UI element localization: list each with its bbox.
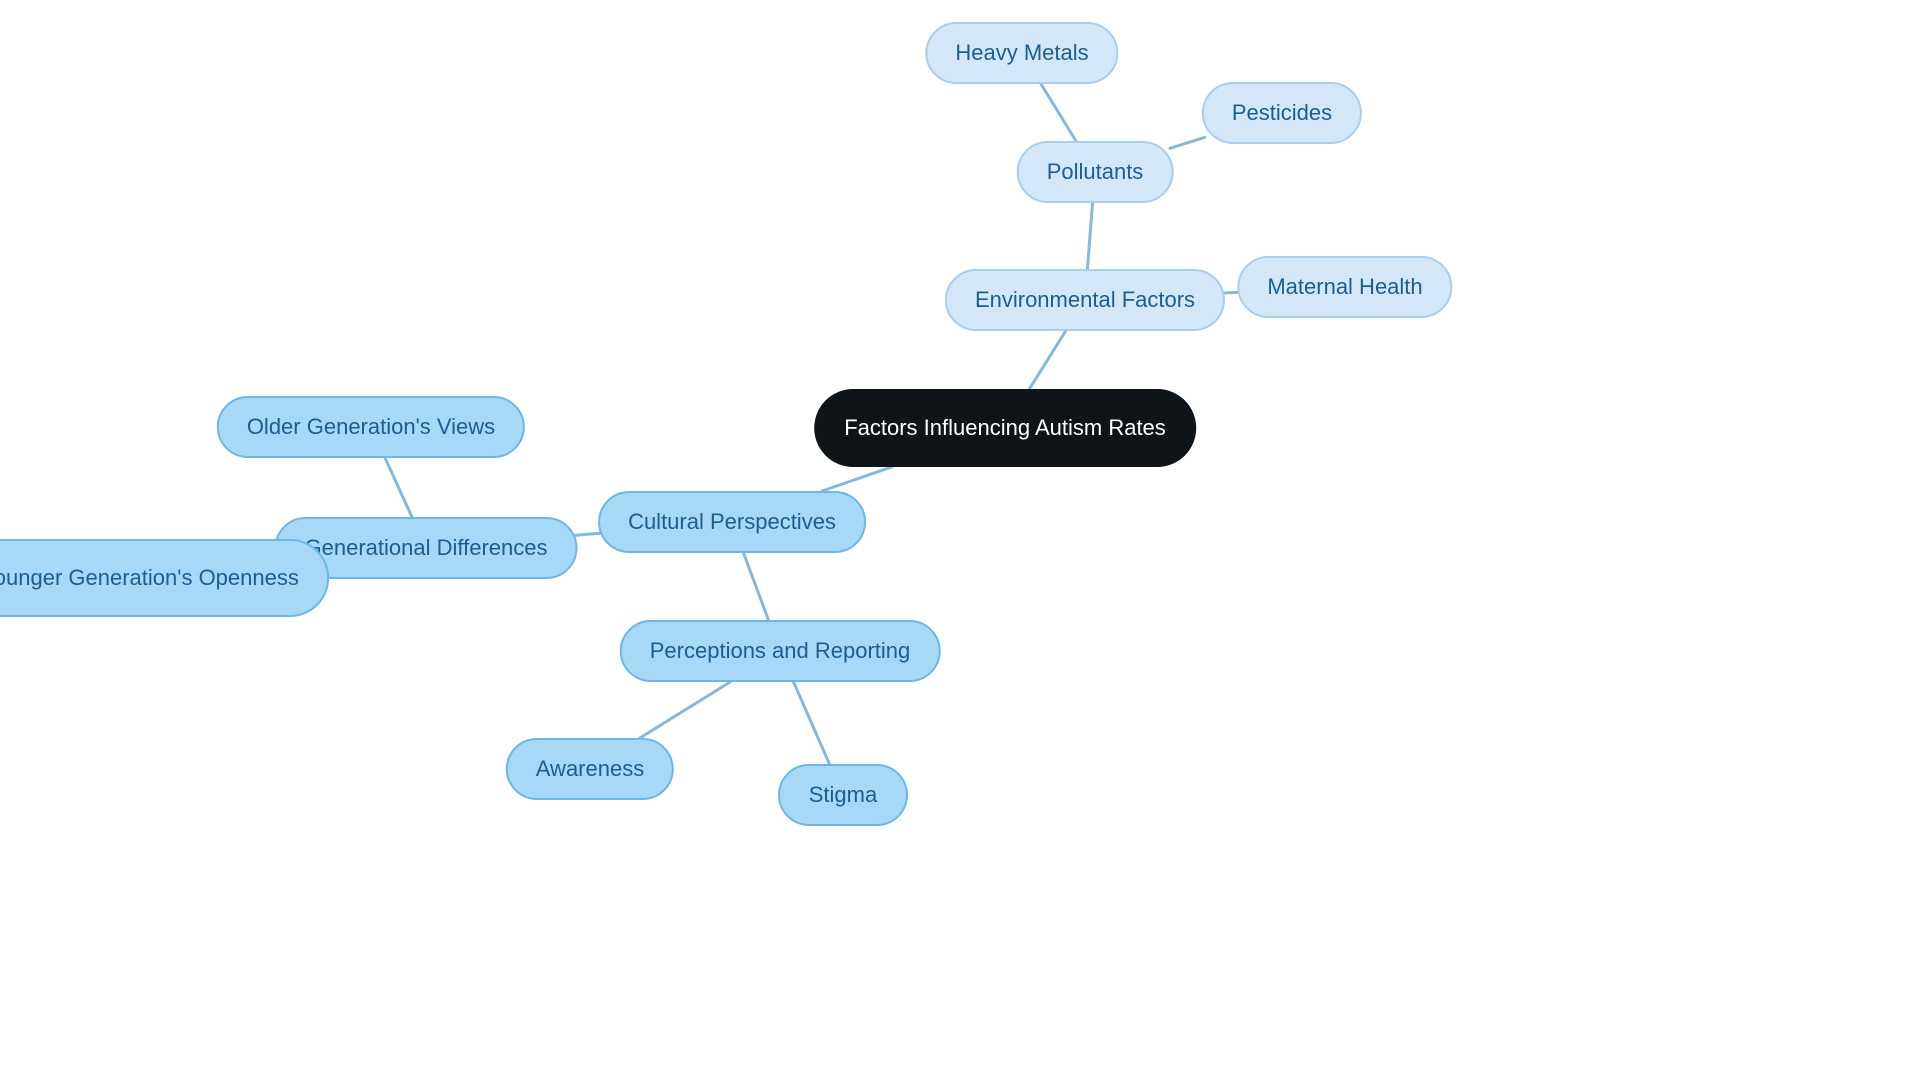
edge-pollutants-pesticides — [1170, 137, 1205, 148]
edge-percep-stigma — [794, 682, 830, 764]
edge-cultural-percep — [744, 553, 769, 620]
edge-gendiff-older — [385, 458, 412, 517]
node-cultural[interactable]: Cultural Perspectives — [598, 491, 866, 553]
edge-pollutants-heavy — [1041, 84, 1076, 141]
node-stigma[interactable]: Stigma — [778, 764, 908, 826]
node-heavy[interactable]: Heavy Metals — [925, 22, 1118, 84]
edge-root-cultural — [822, 467, 892, 491]
node-root[interactable]: Factors Influencing Autism Rates — [814, 389, 1196, 467]
node-percep[interactable]: Perceptions and Reporting — [620, 620, 941, 682]
node-awareness[interactable]: Awareness — [506, 738, 674, 800]
edge-root-env — [1029, 331, 1065, 389]
node-younger[interactable]: Younger Generation's Openness — [0, 539, 329, 617]
mindmap-canvas: Factors Influencing Autism Rates Environm… — [0, 0, 1920, 1083]
node-older[interactable]: Older Generation's Views — [217, 396, 525, 458]
node-pollutants[interactable]: Pollutants — [1017, 141, 1174, 203]
node-maternal[interactable]: Maternal Health — [1237, 256, 1452, 318]
edge-percep-awareness — [640, 682, 730, 738]
edge-env-pollutants — [1087, 203, 1092, 269]
node-env[interactable]: Environmental Factors — [945, 269, 1225, 331]
node-pesticides[interactable]: Pesticides — [1202, 82, 1362, 144]
